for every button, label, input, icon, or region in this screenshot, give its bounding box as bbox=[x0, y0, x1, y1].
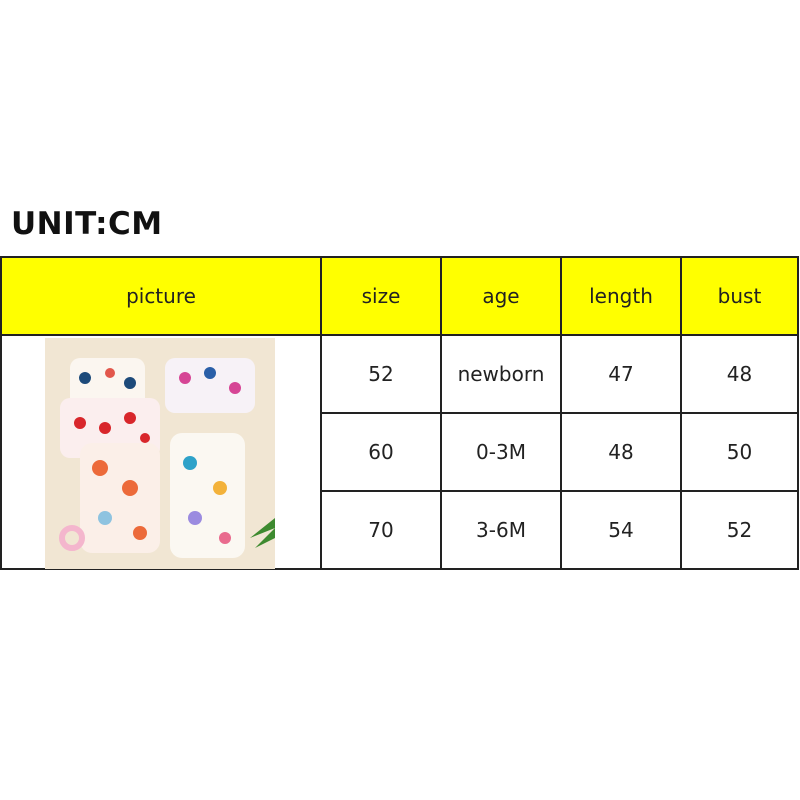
table-row: 70 3-6M 54 52 bbox=[1, 490, 799, 570]
cell-bust: 50 bbox=[680, 412, 799, 492]
table-row: 52 newborn 47 48 bbox=[0, 334, 799, 570]
size-chart-table: picture size age length bust bbox=[0, 256, 799, 570]
header-size: size bbox=[320, 256, 442, 336]
cell-bust: 48 bbox=[680, 334, 799, 414]
header-picture: picture bbox=[0, 256, 322, 336]
leaf bbox=[250, 518, 275, 548]
cell-bust: 52 bbox=[680, 490, 799, 570]
header-row: picture size age length bust bbox=[0, 256, 799, 336]
cell-length: 48 bbox=[560, 412, 682, 492]
header-length: length bbox=[560, 256, 682, 336]
romper-top-right bbox=[165, 358, 255, 413]
cell-age: 0-3M bbox=[440, 412, 562, 492]
header-age: age bbox=[440, 256, 562, 336]
unit-label: UNIT:CM bbox=[11, 206, 163, 242]
product-photo bbox=[45, 338, 275, 569]
romper-bottom-left bbox=[80, 443, 160, 553]
cell-size: 60 bbox=[320, 412, 442, 492]
cell-length: 54 bbox=[560, 490, 682, 570]
table-row: 60 0-3M 48 50 bbox=[1, 412, 799, 492]
picture-cell bbox=[0, 334, 322, 570]
cell-size: 52 bbox=[320, 334, 442, 414]
teether-ring bbox=[59, 525, 85, 551]
cell-length: 47 bbox=[560, 334, 682, 414]
romper-bottom-right bbox=[170, 433, 245, 558]
cell-size: 70 bbox=[320, 490, 442, 570]
cell-age: 3-6M bbox=[440, 490, 562, 570]
cell-age: newborn bbox=[440, 334, 562, 414]
header-bust: bust bbox=[680, 256, 799, 336]
